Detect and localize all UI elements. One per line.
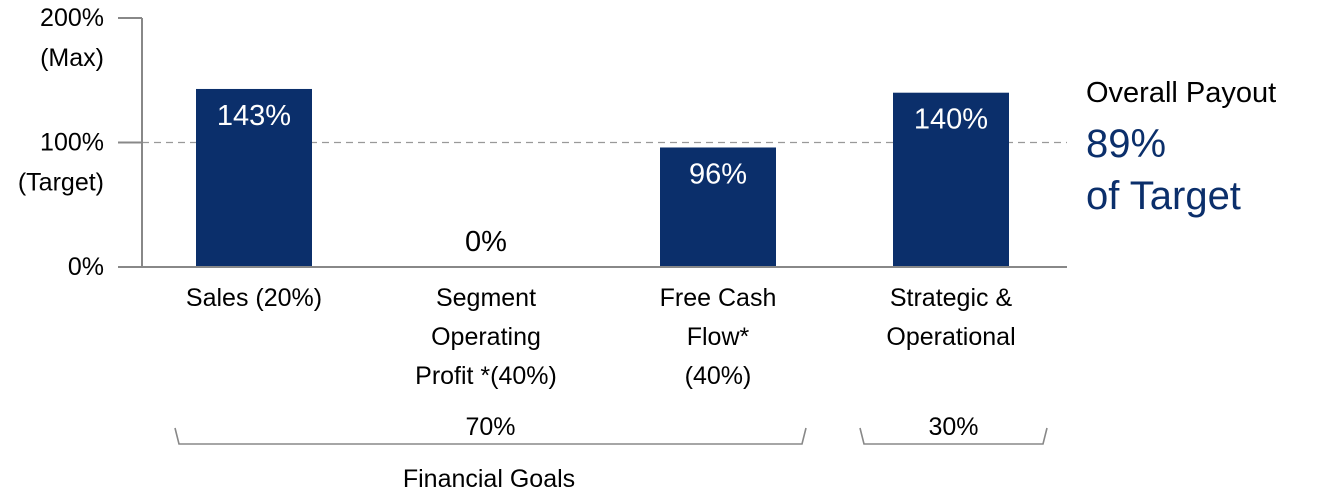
bar-3 (893, 92, 1009, 267)
category-label-2: Free Cash Flow* (40%) (660, 284, 777, 390)
bar-value-label-3: 140% (914, 104, 988, 136)
group-bracket-1 (859, 427, 1048, 445)
y-tick-label-1: 100% (Target) (18, 129, 104, 197)
category-label-1: Segment Operating Profit *(40%) (415, 284, 557, 390)
overall-payout-title: Overall Payout (1086, 77, 1276, 109)
bar-value-label-2: 96% (689, 158, 747, 190)
bar-2 (660, 147, 776, 267)
y-tick-label-2: 0% (68, 253, 104, 281)
group-caption-0: Financial Goals (403, 465, 575, 489)
category-label-3: Strategic & Operational (886, 284, 1015, 351)
bar-0 (196, 88, 312, 267)
bar-value-label-1: 0% (465, 226, 507, 258)
category-label-0: Sales (20%) (186, 284, 322, 312)
bar-value-label-0: 143% (217, 100, 291, 132)
overall-payout-line-0: 89% (1086, 122, 1166, 166)
group-weight-label-0: 70% (465, 413, 515, 441)
overall-payout-line-1: of Target (1086, 174, 1241, 218)
y-tick-label-0: 200% (Max) (40, 4, 104, 72)
group-bracket-0 (174, 427, 807, 445)
group-weight-label-1: 30% (928, 413, 978, 441)
